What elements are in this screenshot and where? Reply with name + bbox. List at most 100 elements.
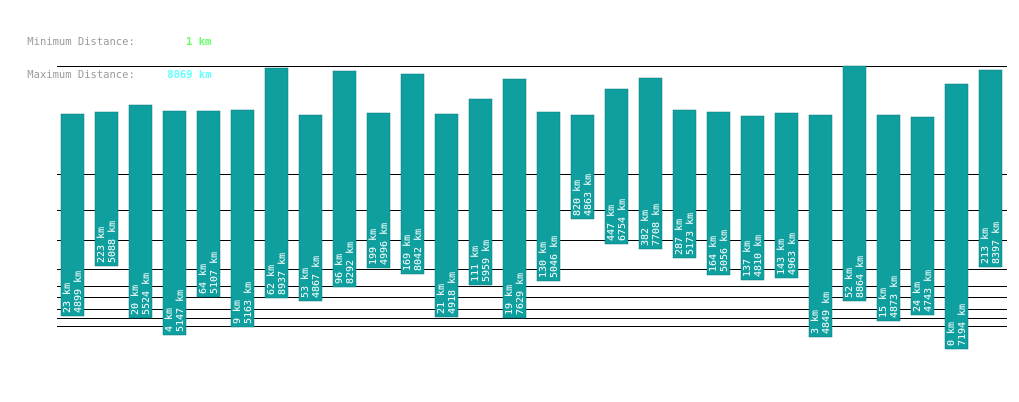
near-distance-label: 52 km [844, 268, 855, 298]
bar-group: 62 km 8937 km [264, 67, 289, 299]
near-distance-label: 3 km [810, 310, 821, 334]
far-distance-label: 8042 km [413, 229, 424, 271]
far-distance-label: 8292 km [345, 242, 356, 284]
bar-group: 15 km 4873 km [876, 114, 901, 322]
bar-group: 24 km 4743 km [910, 116, 935, 316]
far-distance-label: 4849 km [821, 292, 832, 334]
distance-bar [264, 67, 289, 299]
bar-group: 137 km 4810 km [740, 115, 765, 281]
bar-group: 23 km 4899 km [60, 113, 85, 317]
distance-bar [162, 110, 187, 336]
min-distance-value: 1 km [186, 36, 212, 48]
bar-group: 4 km 5147 km [162, 110, 187, 336]
distance-bar [94, 111, 119, 267]
bar-group: 21 km 4918 km [434, 113, 459, 318]
distance-bar [332, 70, 357, 288]
near-distance-label: 64 km [198, 264, 209, 294]
distance-bar [298, 114, 323, 302]
near-distance-label: 23 km [62, 283, 73, 313]
bar-group: 223 km 5088 km [94, 111, 119, 267]
near-distance-label: 223 km [96, 227, 107, 263]
distance-bar [366, 112, 391, 269]
near-distance-label: 4 km [164, 308, 175, 332]
far-distance-label: 4863 km [583, 174, 594, 216]
distance-bar [774, 112, 799, 279]
bar-group: 64 km 5107 km [196, 110, 221, 298]
far-distance-label: 5056 km [719, 230, 730, 272]
bar-group: 130 km 5046 km [536, 111, 561, 282]
distance-bar [638, 77, 663, 250]
far-distance-label: 5959 km [481, 240, 492, 282]
far-distance-label: 4810 km [753, 235, 764, 277]
bar-group: 820 km 4863 km [570, 114, 595, 220]
bar-group: 164 km 5056 km [706, 111, 731, 276]
near-distance-label: 53 km [300, 268, 311, 298]
distance-bar [468, 98, 493, 286]
far-distance-label: 4867 km [311, 256, 322, 298]
distance-bar [740, 115, 765, 281]
distance-bar [60, 113, 85, 317]
near-distance-label: 382 km [640, 210, 651, 246]
far-distance-label: 5163 km [243, 282, 254, 324]
far-distance-label: 4743 km [923, 270, 934, 312]
bar-group: 53 km 4867 km [298, 114, 323, 302]
distance-bar [434, 113, 459, 318]
bar-group: 111 km 5959 km [468, 98, 493, 286]
bar-group: 213 km 8397 km [978, 69, 1003, 268]
bar-group: 143 km 4963 km [774, 112, 799, 279]
near-distance-label: 137 km [742, 241, 753, 277]
distance-bar [876, 114, 901, 322]
near-distance-label: 111 km [470, 246, 481, 282]
far-distance-label: 8864 km [855, 256, 866, 298]
near-distance-label: 820 km [572, 180, 583, 216]
far-distance-label: 6754 km [617, 199, 628, 241]
near-distance-label: 130 km [538, 242, 549, 278]
near-distance-label: 447 km [606, 205, 617, 241]
distance-bar [400, 73, 425, 275]
distance-bar [128, 104, 153, 319]
near-distance-label: 21 km [436, 284, 447, 314]
near-distance-label: 19 km [504, 285, 515, 315]
bar-group: 199 km 4996 km [366, 112, 391, 269]
far-distance-label: 5107 km [209, 252, 220, 294]
bar-group: 96 km 8292 km [332, 70, 357, 288]
near-distance-label: 15 km [878, 288, 889, 318]
legend-min-row: Minimum Distance: 1 km [2, 26, 211, 59]
far-distance-label: 7708 km [651, 204, 662, 246]
distance-bar [944, 83, 969, 350]
bar-group: 287 km 5173 km [672, 109, 697, 259]
distance-bar [808, 114, 833, 338]
legend: Minimum Distance: 1 km Maximum Distance: 8… [2, 26, 211, 92]
far-distance-label: 4963 km [787, 233, 798, 275]
distance-bar [842, 65, 867, 302]
near-distance-label: 169 km [402, 235, 413, 271]
far-distance-label: 5088 km [107, 221, 118, 263]
far-distance-label: 5147 km [175, 290, 186, 332]
bar-group: 52 km 8864 km [842, 65, 867, 302]
far-distance-label: 4996 km [379, 223, 390, 265]
distance-bar [604, 88, 629, 245]
far-distance-label: 4873 km [889, 276, 900, 318]
near-distance-label: 199 km [368, 229, 379, 265]
near-distance-label: 62 km [266, 265, 277, 295]
distance-bar [502, 78, 527, 319]
distance-bar [672, 109, 697, 259]
far-distance-label: 5046 km [549, 236, 560, 278]
near-distance-label: 20 km [130, 285, 141, 315]
max-distance-value: 8869 km [167, 69, 212, 81]
max-distance-label: Maximum Distance: [27, 69, 135, 81]
bar-group: 169 km 8042 km [400, 73, 425, 275]
distance-bar [230, 109, 255, 328]
far-distance-label: 4899 km [73, 271, 84, 313]
near-distance-label: 96 km [334, 254, 345, 284]
far-distance-label: 4918 km [447, 272, 458, 314]
near-distance-label: 164 km [708, 236, 719, 272]
min-distance-label: Minimum Distance: [27, 36, 135, 48]
bar-group: 9 km 5163 km [230, 109, 255, 328]
near-distance-label: 287 km [674, 219, 685, 255]
distance-bar [706, 111, 731, 276]
near-distance-label: 143 km [776, 239, 787, 275]
far-distance-label: 7629 km [515, 273, 526, 315]
bar-group: 0 km 7194 km [944, 83, 969, 350]
